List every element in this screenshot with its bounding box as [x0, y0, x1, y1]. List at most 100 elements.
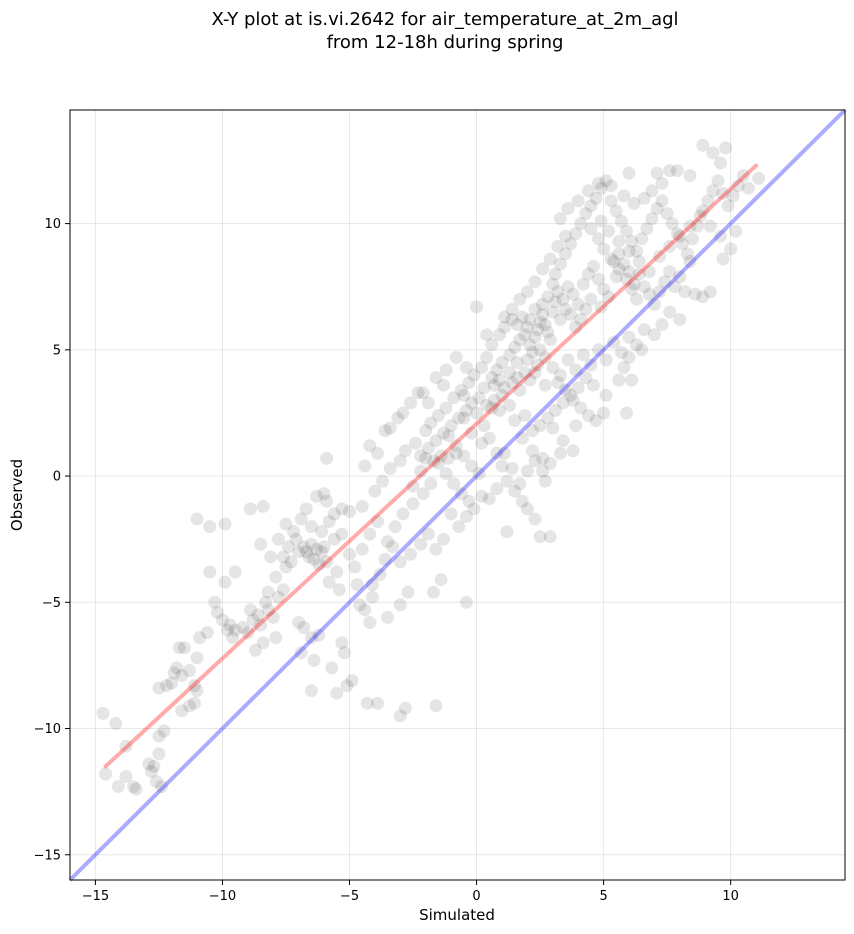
- scatter-point-142: [431, 409, 445, 422]
- scatter-point-284: [584, 358, 598, 372]
- scatter-point-14: [155, 780, 168, 794]
- scatter-point-387: [421, 441, 435, 455]
- scatter-point-31: [182, 699, 196, 713]
- scatter-point-39: [208, 595, 222, 609]
- scatter-point-330: [459, 510, 473, 523]
- scatter-point-275: [655, 318, 669, 332]
- scatter-point-382: [459, 403, 473, 417]
- scatter-point-243: [576, 277, 590, 291]
- scatter-point-24: [182, 664, 196, 677]
- scatter-point-197: [498, 381, 511, 395]
- scatter-point-199: [510, 371, 524, 385]
- scatter-point-377: [492, 403, 506, 417]
- scatter-point-410: [650, 202, 664, 215]
- scatter-point-54: [266, 610, 280, 624]
- y-tick-label-4: 5: [53, 343, 61, 358]
- scatter-point-262: [658, 275, 672, 289]
- scatter-point-310: [541, 411, 555, 425]
- scatter-point-234: [553, 313, 567, 326]
- scatter-point-160: [419, 451, 433, 465]
- scatter-point-202: [477, 381, 491, 395]
- scatter-point-193: [503, 398, 517, 412]
- scatter-point-412: [660, 207, 674, 220]
- scatter-point-23: [175, 669, 189, 682]
- scatter-point-59: [271, 590, 285, 604]
- scatter-point-103: [337, 646, 351, 660]
- scatter-point-195: [487, 378, 501, 392]
- scatter-point-306: [571, 381, 585, 395]
- scatter-point-314: [546, 421, 560, 435]
- scatter-point-153: [465, 459, 478, 473]
- scatter-point-41: [216, 613, 229, 627]
- scatter-point-123: [348, 560, 362, 574]
- scatter-point-427: [736, 169, 750, 183]
- x-tick-label-0: −15: [82, 889, 109, 904]
- scatter-point-34: [203, 520, 217, 534]
- scatter-point-176: [477, 419, 491, 433]
- scatter-point-360: [439, 363, 453, 377]
- scatter-point-291: [559, 383, 572, 397]
- scatter-point-448: [543, 252, 557, 266]
- y-tick-label-1: −10: [34, 722, 61, 737]
- scatter-point-354: [492, 328, 506, 342]
- scatter-point-259: [642, 287, 656, 301]
- scatter-point-254: [622, 265, 636, 279]
- scatter-point-411: [655, 194, 669, 208]
- scatter-point-313: [518, 409, 532, 422]
- scatter-point-274: [663, 305, 677, 319]
- scatter-point-165: [406, 479, 420, 493]
- scatter-point-108: [345, 674, 359, 688]
- scatter-point-171: [411, 386, 425, 400]
- regression-fit-line: [103, 163, 759, 769]
- scatter-point-236: [566, 287, 580, 301]
- scatter-point-340: [378, 552, 392, 566]
- scatter-point-52: [259, 595, 273, 609]
- scatter-point-468: [612, 234, 626, 248]
- scatter-point-168: [371, 446, 384, 460]
- scatter-point-36: [203, 565, 217, 579]
- scatter-point-51: [254, 618, 268, 632]
- scatter-point-270: [703, 285, 717, 299]
- scatter-point-127: [381, 535, 395, 549]
- scatter-point-256: [632, 267, 646, 281]
- scatter-point-393: [564, 237, 578, 251]
- scatter-point-203: [485, 371, 499, 385]
- scatter-point-225: [523, 313, 537, 326]
- y-axis-label: Observed: [8, 459, 26, 531]
- scatter-point-210: [523, 338, 537, 352]
- scatter-point-222: [536, 297, 550, 311]
- scatter-point-212: [531, 323, 544, 337]
- scatter-point-28: [190, 651, 204, 665]
- scatter-point-139: [409, 436, 423, 450]
- scatter-point-115: [363, 616, 377, 629]
- scatter-point-316: [566, 444, 580, 458]
- x-tick-label-5: 10: [722, 889, 739, 904]
- scatter-point-423: [716, 186, 730, 200]
- scatter-point-216: [541, 325, 555, 339]
- scatter-point-112: [398, 701, 412, 715]
- scatter-point-104: [335, 636, 349, 650]
- scatter-point-130: [406, 497, 420, 511]
- scatter-point-3: [111, 780, 125, 794]
- scatter-point-352: [470, 300, 484, 314]
- scatter-point-321: [528, 454, 542, 468]
- scatter-point-138: [398, 444, 412, 458]
- scatter-point-345: [343, 547, 356, 561]
- scatter-point-265: [673, 270, 687, 284]
- scatter-point-98: [304, 631, 318, 645]
- scatter-point-279: [622, 330, 636, 344]
- scatter-point-298: [617, 361, 631, 374]
- scatter-point-257: [637, 280, 651, 294]
- scatter-point-300: [635, 343, 649, 357]
- scatter-point-16: [152, 681, 166, 695]
- scatter-point-335: [421, 527, 435, 541]
- scatter-point-292: [566, 393, 580, 407]
- scatter-point-305: [579, 371, 593, 385]
- scatter-point-395: [574, 217, 588, 231]
- scatter-point-449: [536, 262, 550, 276]
- scatter-point-62: [279, 560, 293, 574]
- scatter-point-453: [505, 302, 519, 316]
- scatter-point-221: [526, 345, 539, 359]
- scatter-point-443: [592, 176, 605, 190]
- scatter-point-258: [630, 292, 644, 306]
